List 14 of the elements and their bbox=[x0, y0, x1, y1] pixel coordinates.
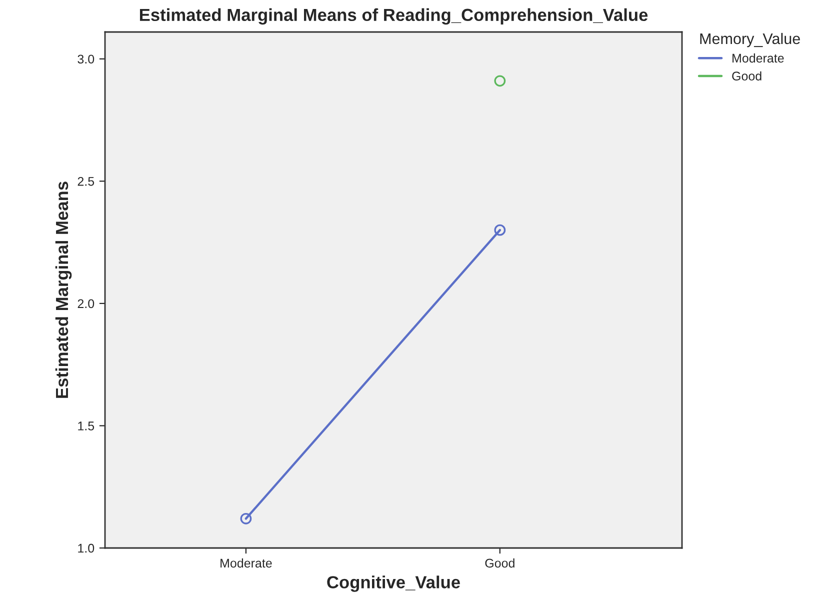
y-tick-label: 3.0 bbox=[78, 54, 94, 64]
point bbox=[494, 75, 506, 87]
y-tick-label: 2.0 bbox=[78, 299, 94, 308]
chart-title: Estimated Marginal Means of Reading_Comprehension_Value bbox=[140, 8, 648, 25]
legend-title: Memory_Value bbox=[700, 32, 800, 48]
y-tick-label: 1.0 bbox=[78, 544, 94, 553]
point bbox=[240, 512, 252, 524]
legend-label: Moderate bbox=[732, 53, 784, 63]
y-axis-title: Estimated Marginal Means bbox=[55, 182, 72, 398]
point bbox=[494, 224, 506, 236]
y-tick-label: 2.5 bbox=[78, 176, 94, 186]
y-tick-label: 1.5 bbox=[78, 422, 94, 430]
x-axis-title: Cognitive_Value bbox=[327, 576, 460, 592]
legend-label: Good bbox=[732, 71, 762, 81]
